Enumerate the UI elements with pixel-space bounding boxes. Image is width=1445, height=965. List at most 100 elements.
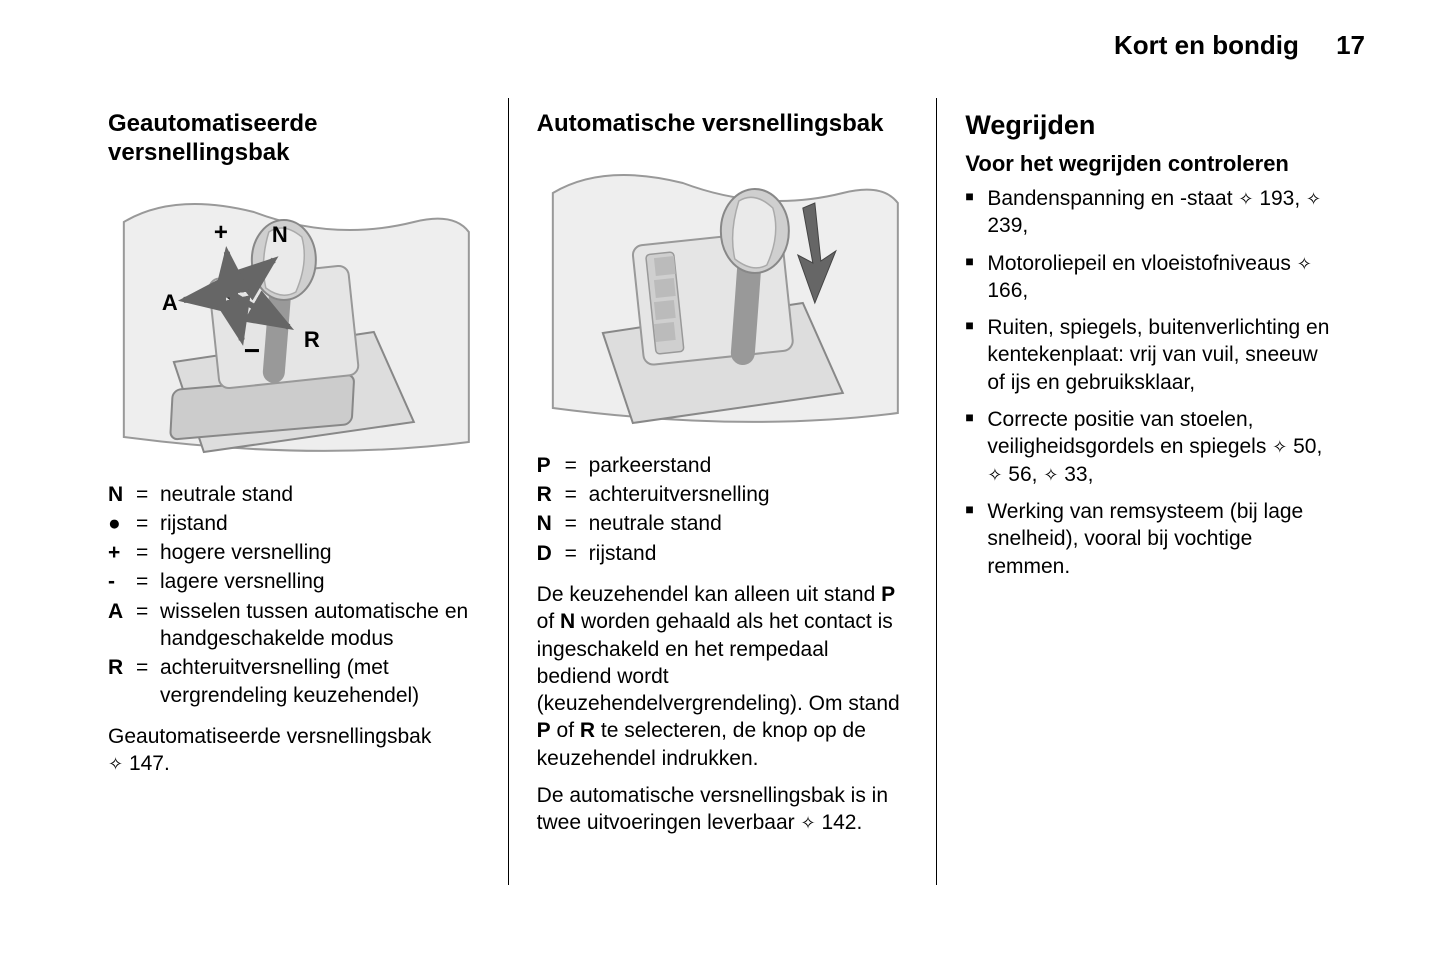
legend-equals: = xyxy=(136,510,160,537)
list-item: Motoroliepeil en vloeistofniveaus ✧ 166, xyxy=(965,250,1337,305)
text-run: Bandenspanning en -staat xyxy=(987,187,1238,210)
ref-number: 166 xyxy=(987,279,1022,302)
col1-footer-ref: 147 xyxy=(129,752,164,775)
illus1-label-n: N xyxy=(272,222,288,247)
legend-row: R = achteruitversnelling xyxy=(537,481,909,508)
legend-equals: = xyxy=(565,510,589,537)
text-run: , xyxy=(1022,279,1028,302)
legend-equals: = xyxy=(565,540,589,567)
legend-symbol: - xyxy=(108,568,136,595)
text-run: of xyxy=(551,719,580,742)
legend-row: A = wisselen tussen automatische en hand… xyxy=(108,598,480,653)
legend-equals: = xyxy=(565,481,589,508)
checklist: Bandenspanning en -staat ✧ 193, ✧ 239, M… xyxy=(965,185,1337,580)
col1-legend: N = neutrale stand ● = rijstand + = hoge… xyxy=(108,481,480,709)
legend-text: neutrale stand xyxy=(160,481,480,508)
page-number: 17 xyxy=(1336,30,1365,60)
illus1-label-minus: − xyxy=(244,335,260,366)
illus1-label-r: R xyxy=(304,327,320,352)
legend-text: neutrale stand xyxy=(589,510,909,537)
text-run: Motoroliepeil en vloeistofniveaus xyxy=(987,252,1296,275)
col2-heading: Automatische versnellingsbak xyxy=(537,110,909,139)
ref-number: 33 xyxy=(1064,463,1087,486)
legend-row: D = rijstand xyxy=(537,540,909,567)
ref-arrow-icon: ✧ xyxy=(1306,188,1321,211)
legend-text: rijstand xyxy=(589,540,909,567)
col3-title: Wegrijden xyxy=(965,110,1337,141)
bold-symbol: N xyxy=(560,610,575,633)
bold-symbol: R xyxy=(580,719,595,742)
text-run: worden gehaald als het contact is ingesc… xyxy=(537,610,900,715)
legend-equals: = xyxy=(565,452,589,479)
text-run: Correcte positie van stoelen, veiligheid… xyxy=(987,408,1272,458)
legend-row: P = parkeerstand xyxy=(537,452,909,479)
legend-text: parkeerstand xyxy=(589,452,909,479)
ref-arrow-icon: ✧ xyxy=(1297,253,1312,276)
col1-footer-text: Geautomatiseerde versnellingsbak xyxy=(108,725,431,748)
legend-symbol: R xyxy=(537,481,565,508)
legend-text: achteruitversnelling (met vergrendeling … xyxy=(160,654,480,709)
legend-text: achteruitversnelling xyxy=(589,481,909,508)
legend-symbol: D xyxy=(537,540,565,567)
col2-para2: De automatische versnellingsbak is in tw… xyxy=(537,782,909,837)
legend-text: hogere versnelling xyxy=(160,539,480,566)
content-area: Geautomatiseerde versnellingsbak xyxy=(80,90,1365,925)
col2-para1: De keuzehendel kan alleen uit stand P of… xyxy=(537,581,909,772)
col1-footer-para: Geautomatiseerde versnellingsbak ✧ 147. xyxy=(108,723,480,778)
legend-symbol: A xyxy=(108,598,136,625)
column-2: Automatische versnellingsbak P = parkeer… xyxy=(509,90,937,925)
ref-arrow-icon: ✧ xyxy=(1238,188,1253,211)
illus1-label-plus: + xyxy=(214,219,228,246)
bold-symbol: P xyxy=(881,583,895,606)
legend-row: N = neutrale stand xyxy=(537,510,909,537)
ref-number: 56 xyxy=(1008,463,1031,486)
list-item: Werking van remsysteem (bij lage snelhei… xyxy=(965,498,1337,580)
legend-row: R = achteruitversnelling (met vergrendel… xyxy=(108,654,480,709)
legend-symbol: R xyxy=(108,654,136,681)
ref-number: 239 xyxy=(987,214,1022,237)
gear-shifter-manual-illustration: N A R + − xyxy=(108,182,480,462)
legend-row: ● = rijstand xyxy=(108,510,480,537)
text-run: Werking van remsysteem (bij lage snelhei… xyxy=(987,500,1303,578)
ref-number: 193 xyxy=(1259,187,1294,210)
text-run: Ruiten, spiegels, buitenverlichting en k… xyxy=(987,316,1329,394)
legend-equals: = xyxy=(136,654,160,681)
legend-row: + = hogere versnelling xyxy=(108,539,480,566)
text-run: , xyxy=(1032,463,1044,486)
legend-symbol: N xyxy=(108,481,136,508)
legend-equals: = xyxy=(136,568,160,595)
legend-row: - = lagere versnelling xyxy=(108,568,480,595)
ref-arrow-icon: ✧ xyxy=(801,812,816,835)
legend-text: lagere versnelling xyxy=(160,568,480,595)
legend-equals: = xyxy=(136,481,160,508)
bold-symbol: P xyxy=(537,719,551,742)
header-title: Kort en bondig xyxy=(1114,30,1299,60)
ref-arrow-icon: ✧ xyxy=(987,464,1002,487)
legend-symbol: P xyxy=(537,452,565,479)
legend-equals: = xyxy=(136,598,160,625)
text-run: , xyxy=(1088,463,1094,486)
ref-number: 142 xyxy=(821,811,856,834)
ref-arrow-icon: ✧ xyxy=(1043,464,1058,487)
legend-text: rijstand xyxy=(160,510,480,537)
list-item: Bandenspanning en -staat ✧ 193, ✧ 239, xyxy=(965,185,1337,240)
column-3: Wegrijden Voor het wegrijden controleren… xyxy=(937,90,1365,925)
ref-arrow-icon: ✧ xyxy=(108,753,123,776)
ref-number: 50 xyxy=(1293,435,1316,458)
legend-row: N = neutrale stand xyxy=(108,481,480,508)
col2-legend: P = parkeerstand R = achteruitversnellin… xyxy=(537,452,909,567)
illus1-label-a: A xyxy=(162,290,178,315)
page-header: Kort en bondig 17 xyxy=(1114,30,1365,61)
list-item: Ruiten, spiegels, buitenverlichting en k… xyxy=(965,314,1337,396)
text-run: of xyxy=(537,610,560,633)
text-run: , xyxy=(1316,435,1322,458)
legend-symbol: ● xyxy=(108,510,136,537)
legend-equals: = xyxy=(136,539,160,566)
col3-subtitle: Voor het wegrijden controleren xyxy=(965,151,1337,177)
legend-symbol: + xyxy=(108,539,136,566)
legend-text: wisselen tussen automatische en handgesc… xyxy=(160,598,480,653)
gear-shifter-auto-illustration xyxy=(537,153,909,433)
col1-heading: Geautomatiseerde versnellingsbak xyxy=(108,110,480,168)
list-item: Correcte positie van stoelen, veiligheid… xyxy=(965,406,1337,488)
text-run: De keuzehendel kan alleen uit stand xyxy=(537,583,881,606)
